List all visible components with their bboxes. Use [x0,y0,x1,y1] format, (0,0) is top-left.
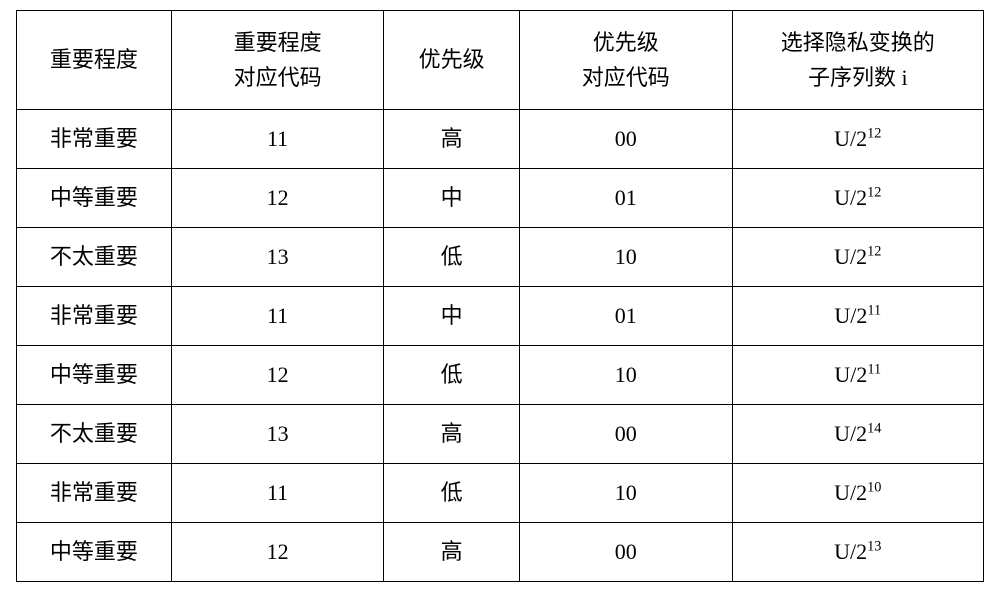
cell-imp-code: 13 [171,228,384,287]
cell-imp-code: 12 [171,169,384,228]
cell-pri-code: 10 [519,346,732,405]
cell-formula: U/214 [732,405,983,464]
formula-exponent: 13 [867,539,881,555]
header-text: 优先级 [388,42,514,77]
header-text: 优先级 [524,25,728,60]
table-row: 中等重要12中01U/212 [17,169,984,228]
formula-exponent: 10 [867,480,881,496]
cell-priority: 高 [384,405,519,464]
table-row: 不太重要13高00U/214 [17,405,984,464]
cell-formula: U/211 [732,346,983,405]
cell-imp-code: 11 [171,287,384,346]
header-text: 对应代码 [176,60,380,95]
table-row: 非常重要11低10U/210 [17,464,984,523]
cell-imp-code: 13 [171,405,384,464]
cell-formula: U/212 [732,110,983,169]
header-text: 重要程度 [176,25,380,60]
cell-importance: 非常重要 [17,110,172,169]
header-importance: 重要程度 [17,11,172,110]
formula-exponent: 12 [867,244,881,260]
table-body: 非常重要11高00U/212中等重要12中01U/212不太重要13低10U/2… [17,110,984,582]
header-text: 对应代码 [524,60,728,95]
cell-priority: 高 [384,110,519,169]
formula-base: U/2 [834,480,867,505]
table-container: 重要程度 重要程度 对应代码 优先级 优先级 对应代码 选择隐私变换的 [0,0,1000,592]
cell-priority: 中 [384,169,519,228]
cell-imp-code: 11 [171,464,384,523]
cell-importance: 非常重要 [17,287,172,346]
formula-base: U/2 [834,303,867,328]
header-text: 选择隐私变换的 [737,25,979,60]
formula-exponent: 11 [867,303,881,319]
cell-importance: 不太重要 [17,405,172,464]
header-text: 子序列数 i [737,60,979,95]
cell-importance: 中等重要 [17,346,172,405]
cell-priority: 中 [384,287,519,346]
cell-pri-code: 00 [519,405,732,464]
header-pri-code: 优先级 对应代码 [519,11,732,110]
cell-importance: 不太重要 [17,228,172,287]
table-row: 非常重要11高00U/212 [17,110,984,169]
cell-priority: 低 [384,346,519,405]
formula-base: U/2 [834,185,867,210]
table-row: 不太重要13低10U/212 [17,228,984,287]
header-row: 重要程度 重要程度 对应代码 优先级 优先级 对应代码 选择隐私变换的 [17,11,984,110]
cell-importance: 中等重要 [17,169,172,228]
header-formula: 选择隐私变换的 子序列数 i [732,11,983,110]
formula-base: U/2 [834,126,867,151]
cell-importance: 非常重要 [17,464,172,523]
cell-priority: 低 [384,464,519,523]
cell-pri-code: 00 [519,110,732,169]
cell-pri-code: 10 [519,464,732,523]
cell-pri-code: 01 [519,287,732,346]
cell-formula: U/212 [732,169,983,228]
formula-exponent: 14 [867,421,881,437]
cell-formula: U/210 [732,464,983,523]
formula-base: U/2 [834,421,867,446]
cell-priority: 低 [384,228,519,287]
cell-imp-code: 11 [171,110,384,169]
header-imp-code: 重要程度 对应代码 [171,11,384,110]
formula-exponent: 12 [867,185,881,201]
cell-imp-code: 12 [171,346,384,405]
header-text: 重要程度 [21,42,167,77]
header-priority: 优先级 [384,11,519,110]
cell-formula: U/212 [732,228,983,287]
formula-base: U/2 [834,539,867,564]
formula-base: U/2 [834,362,867,387]
formula-exponent: 12 [867,126,881,142]
cell-pri-code: 01 [519,169,732,228]
table-head: 重要程度 重要程度 对应代码 优先级 优先级 对应代码 选择隐私变换的 [17,11,984,110]
table-row: 非常重要11中01U/211 [17,287,984,346]
table-row: 中等重要12低10U/211 [17,346,984,405]
mapping-table: 重要程度 重要程度 对应代码 优先级 优先级 对应代码 选择隐私变换的 [16,10,984,582]
cell-formula: U/211 [732,287,983,346]
cell-pri-code: 10 [519,228,732,287]
formula-base: U/2 [834,244,867,269]
formula-exponent: 11 [867,362,881,378]
